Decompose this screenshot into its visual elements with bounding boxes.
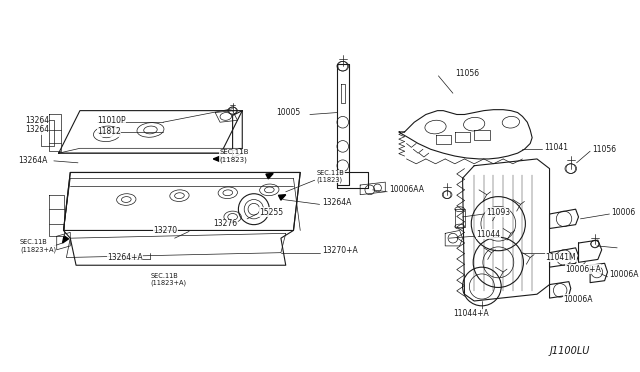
Text: 13276: 13276 [213, 219, 237, 228]
Text: 10006A: 10006A [609, 270, 639, 279]
Polygon shape [63, 236, 68, 243]
Text: 13270+A: 13270+A [323, 246, 358, 255]
Text: 13264: 13264 [25, 116, 49, 125]
Text: SEC.11B
(11823+A): SEC.11B (11823+A) [20, 239, 56, 253]
Text: 11044+A: 11044+A [453, 309, 489, 318]
Polygon shape [266, 173, 273, 179]
Text: 11056: 11056 [455, 70, 479, 78]
Polygon shape [278, 195, 285, 200]
Text: 13264: 13264 [25, 125, 49, 134]
Text: SEC.11B
(11823): SEC.11B (11823) [219, 149, 248, 163]
Text: 13264+A: 13264+A [107, 253, 143, 262]
Text: 10006+A: 10006+A [565, 264, 601, 273]
Text: SEC.11B
(11823): SEC.11B (11823) [317, 170, 344, 183]
Text: SEC.11B
(11823+A): SEC.11B (11823+A) [150, 273, 187, 286]
Polygon shape [213, 156, 220, 162]
Text: 11812: 11812 [97, 127, 121, 137]
Text: 11044: 11044 [476, 230, 500, 239]
Text: 11041: 11041 [544, 143, 568, 152]
Text: 13264A: 13264A [18, 156, 47, 166]
Text: 11093: 11093 [486, 208, 510, 217]
Text: 10006A: 10006A [563, 295, 593, 304]
Text: 13270: 13270 [154, 226, 177, 235]
Text: 13264A: 13264A [323, 198, 352, 207]
Text: 11056: 11056 [592, 145, 616, 154]
Text: 15255: 15255 [260, 208, 284, 217]
Text: 11010P: 11010P [97, 116, 126, 125]
Text: 10005: 10005 [276, 108, 300, 117]
Text: 11041M: 11041M [546, 253, 576, 262]
Text: J1100LU: J1100LU [550, 346, 590, 356]
Text: 10006AA: 10006AA [389, 185, 424, 194]
Text: 10006: 10006 [611, 208, 636, 217]
